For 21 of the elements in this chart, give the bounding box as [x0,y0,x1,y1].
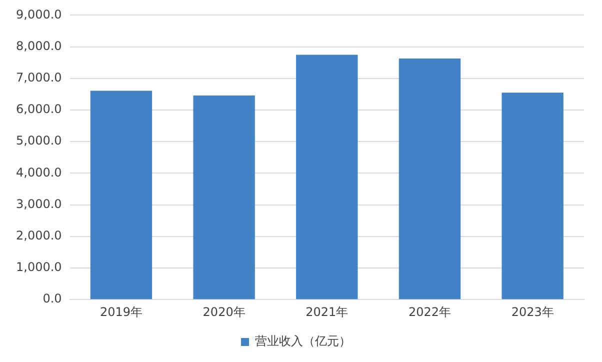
legend-label: 营业收入（亿元） [255,334,351,348]
y-tick-label: 8,000.0 [16,38,62,53]
y-tick-label: 4,000.0 [16,165,62,180]
y-tick-label: 9,000.0 [16,7,62,22]
bar [193,95,255,300]
y-tick-label: 0.0 [42,292,62,306]
y-tick-label: 1,000.0 [16,260,62,274]
x-tick-label: 2023年 [511,304,554,319]
y-tick-label: 7,000.0 [16,70,62,85]
bar [398,58,461,300]
y-tick-label: 5,000.0 [16,134,62,148]
bar [90,90,152,300]
x-tick-label: 2020年 [202,304,246,319]
bar [502,92,564,300]
x-tick-label: 2022年 [408,304,452,319]
y-tick-label: 2,000.0 [16,228,62,243]
y-tick-label: 3,000.0 [16,196,62,211]
x-tick-label: 2021年 [306,304,348,319]
x-tick-label: 2019年 [100,304,142,319]
y-tick-label: 6,000.0 [16,102,62,116]
bar [296,54,358,300]
